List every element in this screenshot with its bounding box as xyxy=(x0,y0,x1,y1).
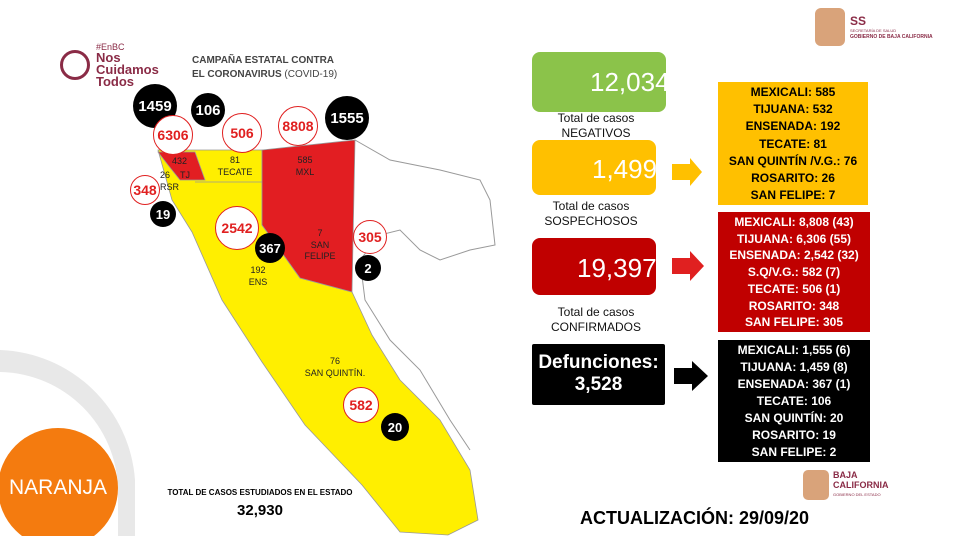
deaths-circle: 20 xyxy=(381,413,409,441)
list-item: MEXICALI: 8,808 (43) xyxy=(734,214,854,229)
list-item: ENSENADA: 192 xyxy=(745,119,841,134)
label-line: Total de casos xyxy=(557,305,635,319)
region-name: ENS xyxy=(248,277,268,287)
deaths-circle: 1555 xyxy=(325,96,369,140)
deaths-circle: 367 xyxy=(255,233,285,263)
region-name: TJ xyxy=(180,170,190,180)
alert-level: NARANJA xyxy=(8,476,108,499)
region-count: 76 xyxy=(329,356,340,366)
deaths-circle: 19 xyxy=(150,201,176,227)
list-item: ENSENADA: 2,542 (32) xyxy=(729,248,859,263)
bc-line: BAJA xyxy=(833,470,858,480)
suspects-value: 1,499 xyxy=(592,154,658,184)
confirmed-circle: 582 xyxy=(343,387,379,423)
region-count: 432 xyxy=(172,156,188,166)
list-item: ROSARITO: 19 xyxy=(752,428,836,442)
negatives-value: 12,034 xyxy=(590,67,670,97)
hashtag: #EnBC xyxy=(96,42,125,52)
campaign: CAMPAÑA ESTATAL CONTRA EL CORONAVIRUS (C… xyxy=(192,54,337,82)
bc-line: CALIFORNIA xyxy=(833,480,889,490)
list-item: TECATE: 506 (1) xyxy=(747,281,841,296)
list-item: MEXICALI: 585 xyxy=(750,85,836,100)
region-count: 7 xyxy=(317,228,323,238)
region-count: 585 xyxy=(297,155,313,165)
confirmed-list: MEXICALI: 8,808 (43) TIJUANA: 6,306 (55) E… xyxy=(718,212,870,332)
suspects-box xyxy=(532,140,656,195)
logo-line: Cuidamos xyxy=(96,62,159,77)
negatives-box xyxy=(532,52,666,112)
update-date: ACTUALIZACIÓN: 29/09/20 xyxy=(580,508,810,528)
ss-line: SECRETARÍA DE SALUD xyxy=(850,28,897,33)
list-item: SAN FELIPE: 7 xyxy=(750,187,836,202)
confirmed-box xyxy=(532,238,656,295)
list-item: S.Q/V.G.: 582 (7) xyxy=(747,265,841,279)
confirmed-value: 19,397 xyxy=(577,253,657,283)
campaign-text: EL CORONAVIRUS xyxy=(192,69,282,80)
region-count: 26 xyxy=(160,170,171,180)
list-item: MEXICALI: 1,555 (6) xyxy=(737,343,851,357)
confirmed-circle: 2542 xyxy=(215,206,259,250)
deaths-circle: 106 xyxy=(191,93,225,127)
region-count: 81 xyxy=(229,155,240,165)
logo-icon xyxy=(60,50,90,80)
region-name: SAN FELIPE xyxy=(304,240,336,261)
confirmed-circle: 305 xyxy=(353,220,387,254)
list-item: TECATE: 106 xyxy=(756,394,832,408)
suspects-list: MEXICALI: 585 TIJUANA: 532 ENSENADA: 192 TE… xyxy=(718,82,868,205)
suspects-label: Total de casos SOSPECHOSOS xyxy=(526,199,656,229)
confirmed-label: Total de casos CONFIRMADOS xyxy=(531,305,661,335)
list-item: TECATE: 81 xyxy=(759,136,827,151)
deaths-value: 3,528 xyxy=(574,374,623,395)
region-name: SAN QUINTÍN. xyxy=(304,368,366,378)
bc-line: GOBIERNO DEL ESTADO xyxy=(833,492,881,497)
confirmed-circle: 348 xyxy=(130,175,160,205)
ss-line: GOBIERNO DE BAJA CALIFORNIA xyxy=(850,34,933,40)
list-item: ROSARITO: 26 xyxy=(751,170,835,185)
deaths-text: Defunciones: 3,528 xyxy=(532,352,665,396)
label-line: Total de casos xyxy=(552,199,630,213)
logo-line: Nos xyxy=(96,50,121,65)
list-item: TIJUANA: 6,306 (55) xyxy=(736,231,852,246)
region-count: 192 xyxy=(250,265,266,275)
logo-line: Todos xyxy=(96,74,135,89)
region-name: TECATE xyxy=(217,167,253,177)
label-line: Total de casos xyxy=(557,111,635,125)
list-item: TIJUANA: 1,459 (8) xyxy=(740,360,848,374)
label-line: SOSPECHOSOS xyxy=(544,214,638,228)
list-item: SAN QUINTÍN /V.G.: 76 xyxy=(728,153,858,168)
label-line: NEGATIVOS xyxy=(561,126,631,140)
shield-icon xyxy=(803,470,829,500)
bc-logo: BAJA CALIFORNIA GOBIERNO DEL ESTADO xyxy=(833,470,889,500)
region-name: MXL xyxy=(295,167,315,177)
list-item: ENSENADA: 367 (1) xyxy=(737,377,851,391)
total-value: 32,930 xyxy=(237,502,283,519)
logo-text: Nos Cuidamos Todos xyxy=(96,50,159,89)
ss-logo: SS xyxy=(850,14,867,28)
shield-icon xyxy=(815,8,845,46)
list-item: TIJUANA: 532 xyxy=(753,102,833,117)
label-line: CONFIRMADOS xyxy=(551,320,641,334)
deaths-label: Defunciones: xyxy=(538,352,659,373)
confirmed-circle: 8808 xyxy=(278,106,318,146)
deaths-box xyxy=(532,344,665,405)
confirmed-circle: 506 xyxy=(222,113,262,153)
region-name: RSR xyxy=(160,182,180,192)
list-item: SAN FELIPE: 2 xyxy=(751,445,837,459)
list-item: SAN FELIPE: 305 xyxy=(744,315,844,330)
negatives-label: Total de casos NEGATIVOS xyxy=(531,111,661,141)
list-item: ROSARITO: 348 xyxy=(748,298,840,313)
campaign-suffix: (COVID-19) xyxy=(284,69,338,80)
deaths-list: MEXICALI: 1,555 (6) TIJUANA: 1,459 (8) ENS… xyxy=(718,340,870,462)
campaign-line: CAMPAÑA ESTATAL CONTRA xyxy=(192,55,335,66)
confirmed-circle: 6306 xyxy=(153,115,193,155)
total-label: TOTAL DE CASOS ESTUDIADOS EN EL ESTADO xyxy=(167,488,353,497)
list-item: SAN QUINTÍN: 20 xyxy=(744,411,844,425)
deaths-circle: 2 xyxy=(355,255,381,281)
campaign-line: EL CORONAVIRUS (COVID-19) xyxy=(192,68,337,82)
